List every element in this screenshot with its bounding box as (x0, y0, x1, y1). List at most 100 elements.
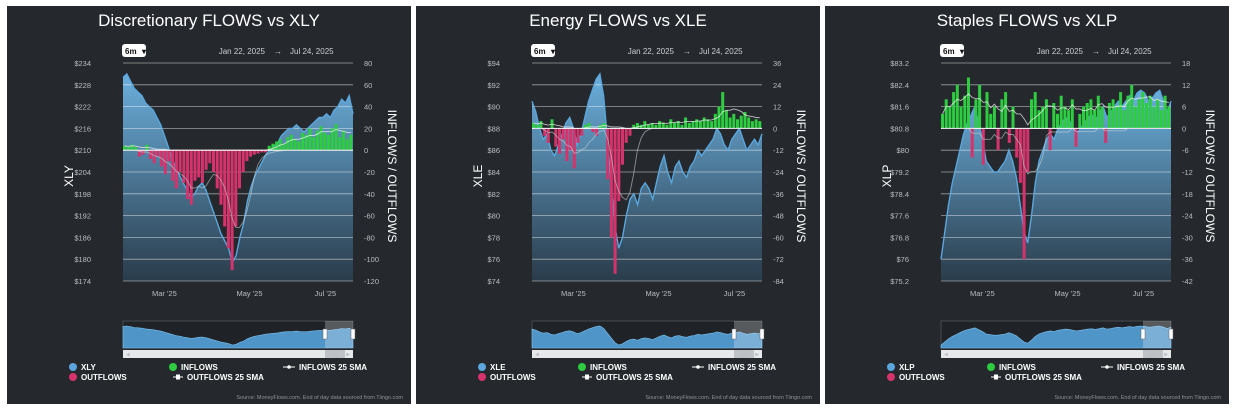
inflow-bar (1011, 106, 1015, 129)
left-tick-label: $90 (487, 103, 500, 112)
left-tick-label: $80.8 (890, 124, 909, 133)
right-tick-label: -80 (364, 233, 375, 242)
right-tick-label: 40 (364, 103, 372, 112)
inflow-bar (297, 141, 301, 151)
range-button-label: 6m (125, 47, 137, 56)
outflow-bar (197, 150, 201, 178)
inflow-bar (959, 106, 963, 129)
right-tick-label: -12 (773, 146, 784, 155)
inflow-bar (747, 117, 751, 129)
legend-outflows-sma-marker-box (176, 374, 180, 380)
outflow-bar (264, 150, 267, 153)
inflow-bar (665, 124, 669, 129)
left-axis-label: XLP (880, 165, 894, 188)
right-axis-label: INFLOWS / OUTFLOWS (1203, 110, 1217, 243)
inflow-bar (338, 137, 342, 151)
inflow-bar (1159, 110, 1163, 129)
inflow-bar (327, 134, 330, 151)
right-tick-label: -20 (364, 168, 375, 177)
price-area (532, 73, 762, 282)
scroll-left-icon: ◂ (535, 350, 539, 359)
inflow-bar (1100, 106, 1104, 129)
inflow-bar (1122, 110, 1126, 129)
inflow-bar (301, 132, 305, 151)
right-tick-label: 0 (1182, 124, 1186, 133)
right-tick-label: 12 (773, 103, 781, 112)
inflow-bar (736, 119, 739, 129)
navigator-handle-right (759, 328, 765, 340)
inflow-bar (330, 128, 334, 151)
scroll-right-icon: ▸ (755, 350, 759, 359)
outflow-bar (204, 150, 208, 170)
inflow-bar (1148, 95, 1152, 129)
source-note: Source: MoneyFlows.com. End of day data … (236, 395, 403, 401)
range-button-label: 6m (534, 47, 546, 56)
right-tick-label: -12 (1182, 168, 1193, 177)
left-tick-label: $83.2 (890, 59, 909, 68)
outflow-bar (1104, 128, 1108, 143)
left-axis-label: XLY (62, 165, 76, 187)
left-tick-label: $186 (74, 233, 91, 242)
outflow-bar (189, 150, 193, 205)
navigator-handle-left (731, 328, 737, 340)
inflow-bar (1082, 106, 1085, 129)
outflow-bar (182, 150, 186, 183)
outflow-bar (219, 150, 223, 205)
left-tick-label: $174 (74, 277, 91, 286)
price-area (941, 90, 1171, 281)
legend-inflows-sma-dot (1105, 365, 1109, 369)
right-tick-label: 60 (364, 81, 372, 90)
outflow-bar (256, 150, 260, 154)
legend-outflows-sma-label: OUTFLOWS 25 SMA (596, 373, 673, 382)
scrollbar-grip: ||| (1150, 350, 1156, 359)
outflow-bar (230, 150, 234, 271)
inflow-bar (286, 137, 290, 151)
inflow-bar (989, 113, 993, 129)
date-end: Jul 24, 2025 (290, 47, 334, 56)
x-tick-label: May '25 (645, 289, 671, 298)
x-tick-label: Mar '25 (970, 289, 995, 298)
left-tick-label: $84 (487, 168, 500, 177)
scrollbar-track (123, 350, 353, 358)
inflow-bar (695, 119, 699, 129)
navigator-handle-left (322, 328, 328, 340)
right-tick-label: -60 (773, 233, 784, 242)
navigator-area (122, 325, 354, 349)
legend-outflows-label: OUTFLOWS (490, 373, 536, 382)
range-button (940, 44, 964, 57)
inflow-bar (673, 123, 676, 129)
inflow-bar (967, 77, 970, 129)
left-tick-label: $198 (74, 190, 91, 199)
right-tick-label: 6 (1182, 103, 1186, 112)
left-tick-label: $222 (74, 103, 91, 112)
outflow-bar (186, 150, 190, 200)
outflow-bar (1022, 128, 1026, 260)
left-tick-label: $94 (487, 59, 500, 68)
outflow-bar (572, 128, 576, 169)
inflow-bar (267, 145, 271, 151)
inflow-bar (293, 139, 297, 151)
date-end: Jul 24, 2025 (699, 47, 743, 56)
inflow-bar (1052, 103, 1056, 129)
left-tick-label: $82 (487, 190, 500, 199)
inflow-bar (345, 139, 349, 151)
inflow-bar (1000, 99, 1004, 129)
inflow-bar (948, 106, 952, 129)
inflow-bar (1163, 95, 1167, 129)
outflow-bar (576, 128, 580, 143)
outflow-bar (595, 128, 599, 136)
right-tick-label: 20 (364, 124, 372, 133)
left-tick-label: $76 (896, 255, 909, 264)
inflow-bar (661, 123, 665, 129)
inflow-bar (1085, 103, 1089, 129)
x-tick-label: Mar '25 (561, 289, 586, 298)
inflow-bar (1141, 92, 1145, 129)
chart-title: Staples FLOWS vs XLP (937, 11, 1117, 30)
right-axis-label: INFLOWS / OUTFLOWS (794, 110, 808, 243)
legend-outflows-sma-label: OUTFLOWS 25 SMA (1005, 373, 1082, 382)
outflow-bar (234, 150, 238, 227)
navigator-window (1143, 321, 1171, 348)
inflow-bar (1030, 99, 1033, 129)
legend-inflows-marker (169, 363, 177, 371)
price-line (531, 72, 763, 249)
